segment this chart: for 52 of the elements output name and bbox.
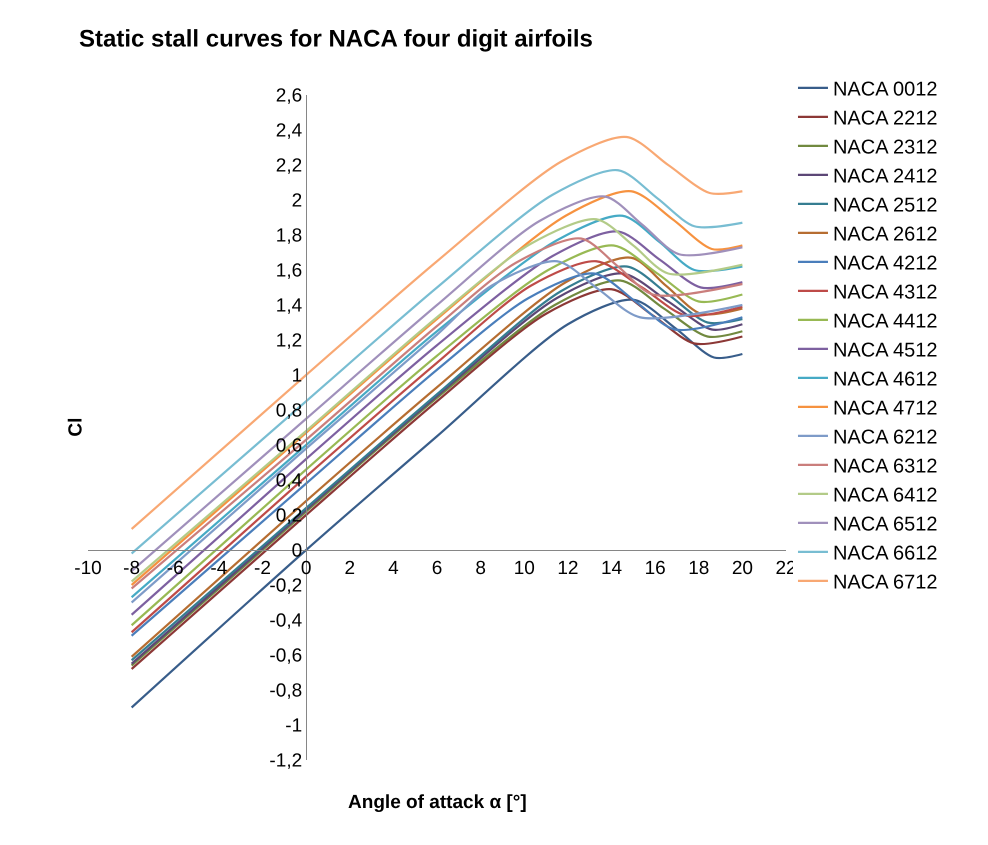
legend-label: NACA 6412: [832, 484, 938, 507]
legend-label: NACA 4712: [832, 398, 938, 420]
legend-label: NACA 6612: [832, 542, 938, 565]
y-tick-label: -0,6: [269, 646, 302, 667]
y-tick-label: 0: [292, 540, 302, 562]
x-tick-label: -2: [254, 558, 271, 579]
legend-label: NACA 4512: [832, 340, 938, 362]
y-tick-label: -0,4: [269, 610, 303, 632]
x-tick-label: 14: [600, 558, 622, 579]
x-axis-title: Angle of attack α [°]: [348, 792, 527, 813]
legend-label: NACA 0012: [832, 78, 938, 101]
x-tick-label: 18: [688, 558, 710, 579]
y-tick-label: 1,6: [276, 260, 302, 282]
y-tick-label: 2,6: [276, 86, 302, 107]
x-tick-label: 16: [644, 558, 666, 579]
x-tick-label: 12: [557, 558, 578, 579]
legend-label: NACA 2412: [832, 166, 938, 188]
legend-label: NACA 2312: [832, 136, 938, 159]
y-tick-label: 2,2: [276, 156, 302, 177]
x-tick-label: 4: [388, 558, 400, 579]
legend-label: NACA 4612: [832, 368, 938, 391]
y-tick-label: 1,8: [276, 226, 302, 247]
legend-label: NACA 2612: [832, 224, 938, 246]
y-tick-label: -0,2: [269, 576, 302, 597]
x-tick-label: 6: [432, 558, 442, 579]
x-tick-label: 2: [344, 558, 356, 579]
x-tick-label: 10: [514, 558, 535, 579]
y-axis-title: Cl: [66, 418, 87, 437]
x-tick-label: -4: [210, 558, 228, 579]
legend-label: NACA 4312: [832, 282, 938, 304]
legend-label: NACA 6212: [832, 426, 938, 449]
legend-label: NACA 6712: [832, 572, 938, 594]
y-tick-label: 1,2: [276, 330, 302, 352]
x-tick-label: -8: [123, 558, 140, 579]
legend-label: NACA 6312: [832, 456, 938, 478]
y-tick-label: -0,8: [269, 680, 302, 702]
x-tick-label: -10: [74, 558, 102, 579]
y-tick-label: -1,2: [269, 750, 302, 772]
legend-label: NACA 2512: [832, 194, 938, 217]
y-tick-label: -1: [285, 716, 302, 737]
y-tick-label: 1: [292, 366, 302, 387]
y-tick-label: 2: [292, 190, 302, 212]
chart-title: Static stall curves for NACA four digit airfoils: [79, 25, 593, 52]
y-tick-label: 2,4: [276, 120, 303, 142]
legend-label: NACA 2212: [832, 108, 938, 130]
legend-label: NACA 6512: [832, 514, 938, 536]
x-tick-label: 20: [732, 558, 753, 579]
legend-label: NACA 4412: [832, 310, 938, 333]
x-tick-label: 8: [475, 558, 486, 579]
legend-label: NACA 4212: [832, 252, 938, 275]
y-tick-label: 1,4: [276, 296, 303, 317]
y-tick-label: 0,8: [276, 400, 302, 422]
